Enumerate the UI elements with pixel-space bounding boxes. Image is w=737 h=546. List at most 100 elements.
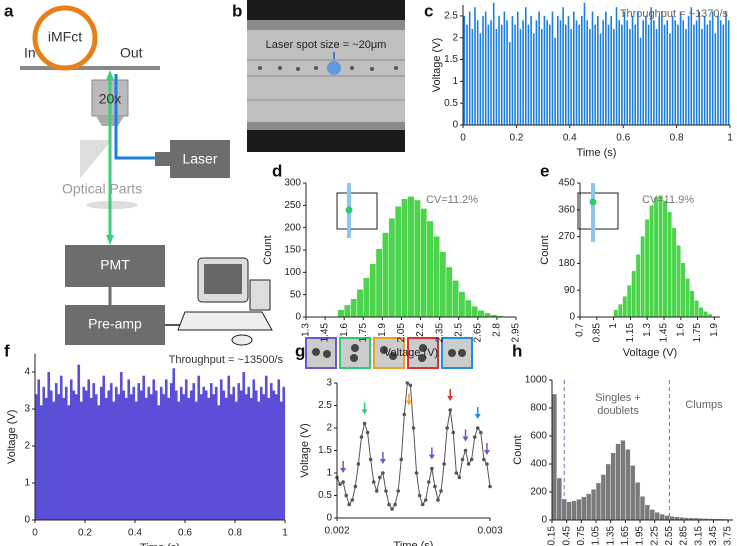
point <box>378 475 382 480</box>
x-tick-label: 3.45 <box>708 526 719 546</box>
bar <box>466 24 468 125</box>
histogram-bar <box>477 310 485 318</box>
y-tick-label: 2 <box>452 32 458 43</box>
cell <box>351 344 359 352</box>
bar <box>177 401 181 520</box>
mouse <box>231 334 253 346</box>
y-tick-label: 2.5 <box>444 11 458 22</box>
x-axis-label: Time (s) <box>394 540 434 546</box>
cell <box>448 349 456 357</box>
point <box>390 507 394 511</box>
bar <box>274 394 278 520</box>
arrow-head <box>428 454 435 460</box>
x-tick-label: 1.05 <box>591 526 602 546</box>
point <box>353 484 358 489</box>
histogram-bar <box>363 277 370 318</box>
histogram-bar <box>464 299 472 318</box>
bar <box>599 33 602 126</box>
x-tick-label: 1.3 <box>301 323 312 337</box>
point <box>448 408 453 412</box>
bar <box>269 383 273 520</box>
histogram-bar <box>600 474 607 521</box>
bar <box>74 394 78 520</box>
bar <box>482 15 484 126</box>
y-tick-label: 0 <box>326 513 332 524</box>
point <box>451 430 456 435</box>
bar <box>725 11 727 125</box>
bar <box>559 20 562 125</box>
histogram-bar <box>433 235 440 318</box>
bar <box>487 24 490 125</box>
histogram-bar <box>350 298 358 318</box>
bar <box>586 20 588 125</box>
x-tick-label: 1.6 <box>675 323 686 337</box>
laser-nozzle <box>155 152 170 166</box>
arrow-head <box>106 70 114 80</box>
histogram-bar <box>658 195 664 318</box>
bar <box>621 24 623 125</box>
y-tick-label: 1000 <box>525 375 548 386</box>
histogram-bar <box>649 509 655 521</box>
panel-label: d <box>272 161 282 180</box>
y-tick-label: 1 <box>24 478 30 489</box>
bar <box>479 33 482 126</box>
point <box>338 482 342 487</box>
bar <box>94 394 98 520</box>
x-tick-label: 1 <box>282 528 288 539</box>
bar <box>167 397 171 520</box>
x-tick-label: 0.4 <box>128 528 142 539</box>
inset-cell <box>345 206 353 214</box>
laser-box <box>170 140 230 178</box>
cell <box>418 354 426 362</box>
point <box>384 489 388 493</box>
bar <box>658 15 661 126</box>
bar <box>642 20 645 125</box>
histogram-bar <box>581 496 587 521</box>
bar <box>194 401 198 520</box>
x-tick-label: 0.75 <box>576 526 587 546</box>
diagram-label: iMFct <box>48 29 82 45</box>
bar <box>214 386 218 520</box>
panel-label: e <box>540 161 549 180</box>
bar <box>471 29 474 125</box>
diagram-label: In <box>24 45 36 61</box>
thumbnails <box>305 337 473 369</box>
bar <box>538 11 540 125</box>
x-axis-label: Voltage (V) <box>623 347 677 359</box>
histogram-bar <box>654 511 660 521</box>
x-tick-label: 2.65 <box>472 323 483 343</box>
tower <box>249 279 271 311</box>
x-tick-label: 0.002 <box>324 526 349 537</box>
bar <box>693 24 695 125</box>
bar <box>506 20 508 125</box>
annotation: Singles + <box>595 392 641 404</box>
bar <box>179 386 183 520</box>
x-tick-label: 0.8 <box>670 133 684 144</box>
bar <box>87 379 91 520</box>
cell <box>394 66 398 70</box>
histogram-bar <box>407 196 415 318</box>
bar <box>262 394 266 520</box>
bar <box>655 29 658 125</box>
histogram-bar <box>605 463 611 521</box>
histogram-bar <box>613 309 619 318</box>
setup-diagram: iMFct In Out 20x Laser Optical Parts PMT… <box>20 5 273 346</box>
bar <box>184 379 188 520</box>
bar <box>149 394 153 520</box>
bar <box>282 386 286 520</box>
bar <box>54 383 58 520</box>
excitation-path <box>114 74 170 160</box>
bar <box>650 7 653 126</box>
bar <box>570 29 572 125</box>
x-tick-label: 0.2 <box>78 528 92 539</box>
bar <box>671 15 674 126</box>
bar <box>212 394 216 520</box>
bar <box>172 368 176 520</box>
thumbnail <box>373 337 405 369</box>
bar <box>52 401 56 520</box>
x-tick-label: 1.65 <box>620 526 631 546</box>
x-tick-label: 0.8 <box>228 528 242 539</box>
bar <box>202 386 206 520</box>
point <box>433 484 437 489</box>
bar <box>703 15 706 126</box>
